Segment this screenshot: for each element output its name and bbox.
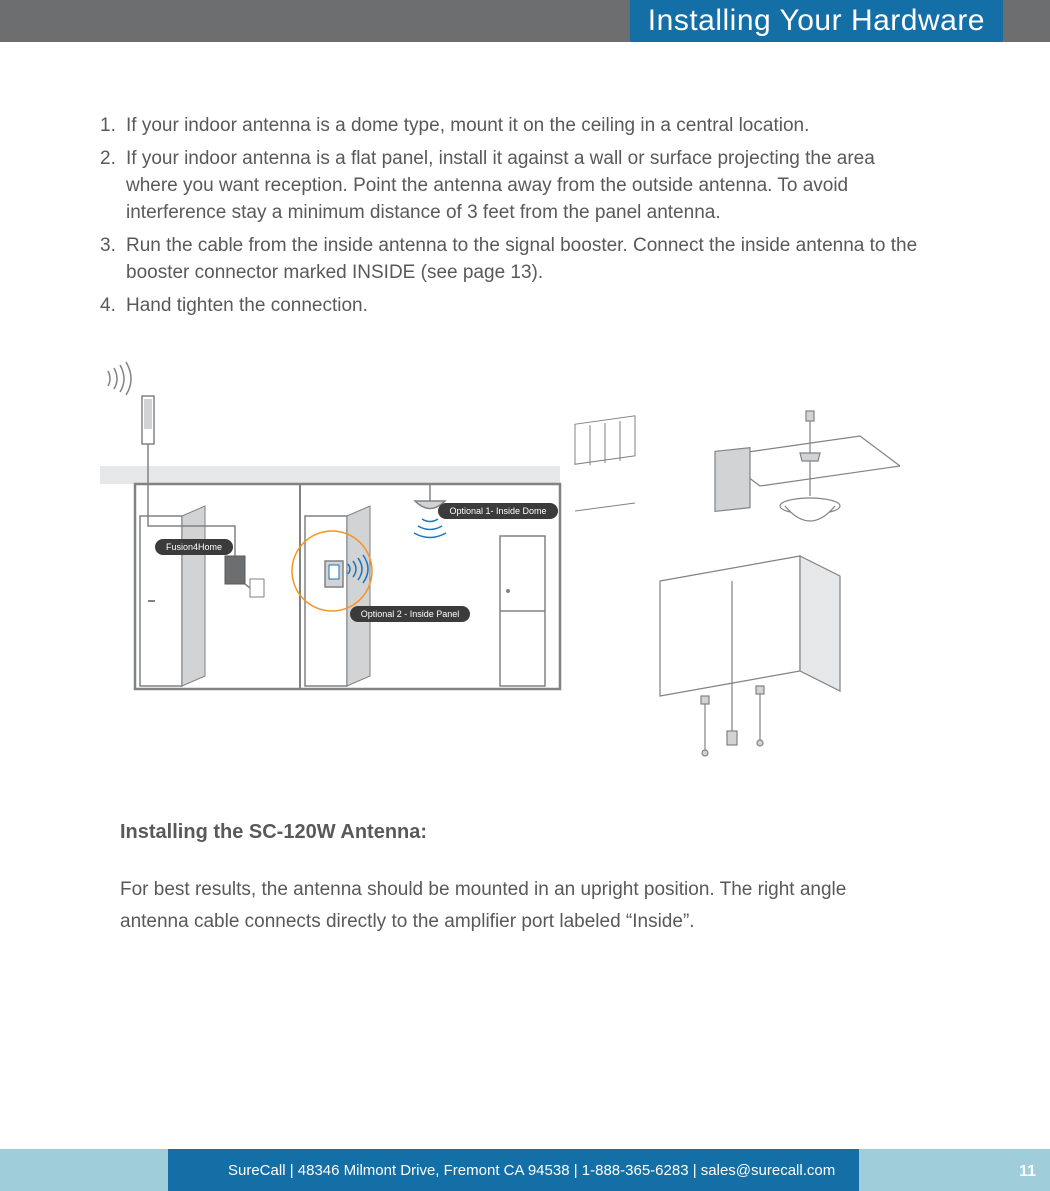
step-item: 3. Run the cable from the inside antenna… [100, 232, 930, 286]
header-title-box: Installing Your Hardware [630, 0, 1003, 42]
step-text: If your indoor antenna is a dome type, m… [126, 112, 930, 139]
step-item: 2. If your indoor antenna is a flat pane… [100, 145, 930, 226]
page-title: Installing Your Hardware [648, 4, 985, 38]
section-heading: Installing the SC-120W Antenna: [120, 821, 930, 844]
content-region: 1. If your indoor antenna is a dome type… [100, 112, 930, 938]
page-number: 11 [1019, 1163, 1036, 1181]
footer-accent [168, 1149, 216, 1191]
diagram-svg: Fusion4Home Optional 1- Inside Dome Opti… [100, 361, 900, 781]
step-number: 3. [100, 232, 126, 286]
step-item: 4. Hand tighten the connection. [100, 292, 930, 319]
signal-icon [108, 362, 131, 395]
step-number: 4. [100, 292, 126, 319]
step-item: 1. If your indoor antenna is a dome type… [100, 112, 930, 139]
step-text: If your indoor antenna is a flat panel, … [126, 145, 930, 226]
instruction-list: 1. If your indoor antenna is a dome type… [100, 112, 930, 319]
step-number: 2. [100, 145, 126, 226]
section-paragraph: For best results, the antenna should be … [120, 874, 920, 938]
house-diagram: Fusion4Home Optional 1- Inside Dome Opti… [100, 396, 635, 689]
label-panel: Optional 2 - Inside Panel [361, 609, 460, 619]
footer-text-box: SureCall | 48346 Milmont Drive, Fremont … [216, 1149, 859, 1191]
mounting-diagram [660, 411, 900, 756]
step-text: Run the cable from the inside antenna to… [126, 232, 930, 286]
label-fusion: Fusion4Home [166, 542, 222, 552]
step-number: 1. [100, 112, 126, 139]
label-dome: Optional 1- Inside Dome [449, 506, 546, 516]
step-text: Hand tighten the connection. [126, 292, 930, 319]
installation-diagram: Fusion4Home Optional 1- Inside Dome Opti… [100, 361, 900, 781]
footer-text: SureCall | 48346 Milmont Drive, Fremont … [228, 1162, 835, 1179]
